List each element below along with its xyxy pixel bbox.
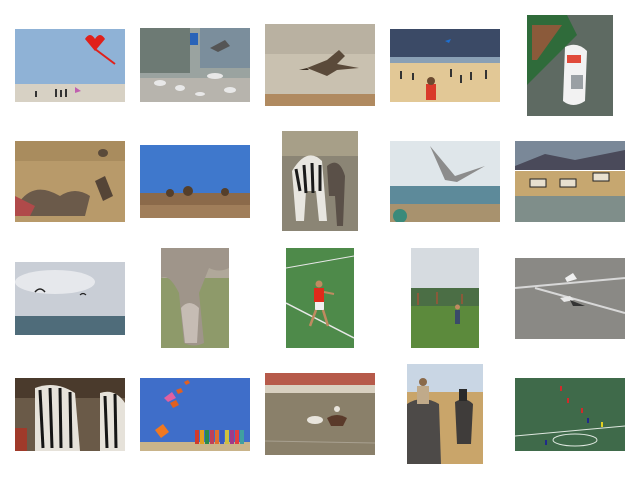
thumbnail-pigeons-street[interactable]	[140, 28, 250, 102]
thumbnail-kite-train-blue-sky[interactable]	[140, 378, 250, 451]
thumbnail-zebras-closeup[interactable]	[15, 378, 125, 451]
thumbnail-park-kites[interactable]	[411, 248, 479, 348]
thumbnail-seagull-over-shore[interactable]	[390, 141, 500, 222]
thumbnail-zebras-by-water[interactable]	[515, 141, 625, 222]
thumbnail-vultures-carcass[interactable]	[15, 141, 125, 222]
thumbnail-seagull-flying-sand[interactable]	[265, 24, 375, 106]
thumbnail-boats-harbor[interactable]	[527, 15, 613, 116]
thumbnail-elephant-riders[interactable]	[407, 364, 483, 464]
thumbnail-polo-race[interactable]	[265, 373, 375, 455]
thumbnail-elephant-trunk[interactable]	[161, 248, 229, 348]
thumbnail-soccer-field[interactable]	[515, 378, 625, 451]
thumbnail-crowded-beach-kite[interactable]	[390, 29, 500, 102]
thumbnail-open-field-sky[interactable]	[140, 145, 250, 218]
thumbnail-birds-on-road[interactable]	[515, 258, 625, 339]
thumbnail-kitesurf-sea[interactable]	[15, 262, 125, 335]
thumbnail-two-zebras[interactable]	[282, 131, 358, 231]
thumbnail-tennis-player[interactable]	[286, 248, 354, 348]
thumbnail-kites-beach-heart[interactable]	[15, 29, 125, 102]
